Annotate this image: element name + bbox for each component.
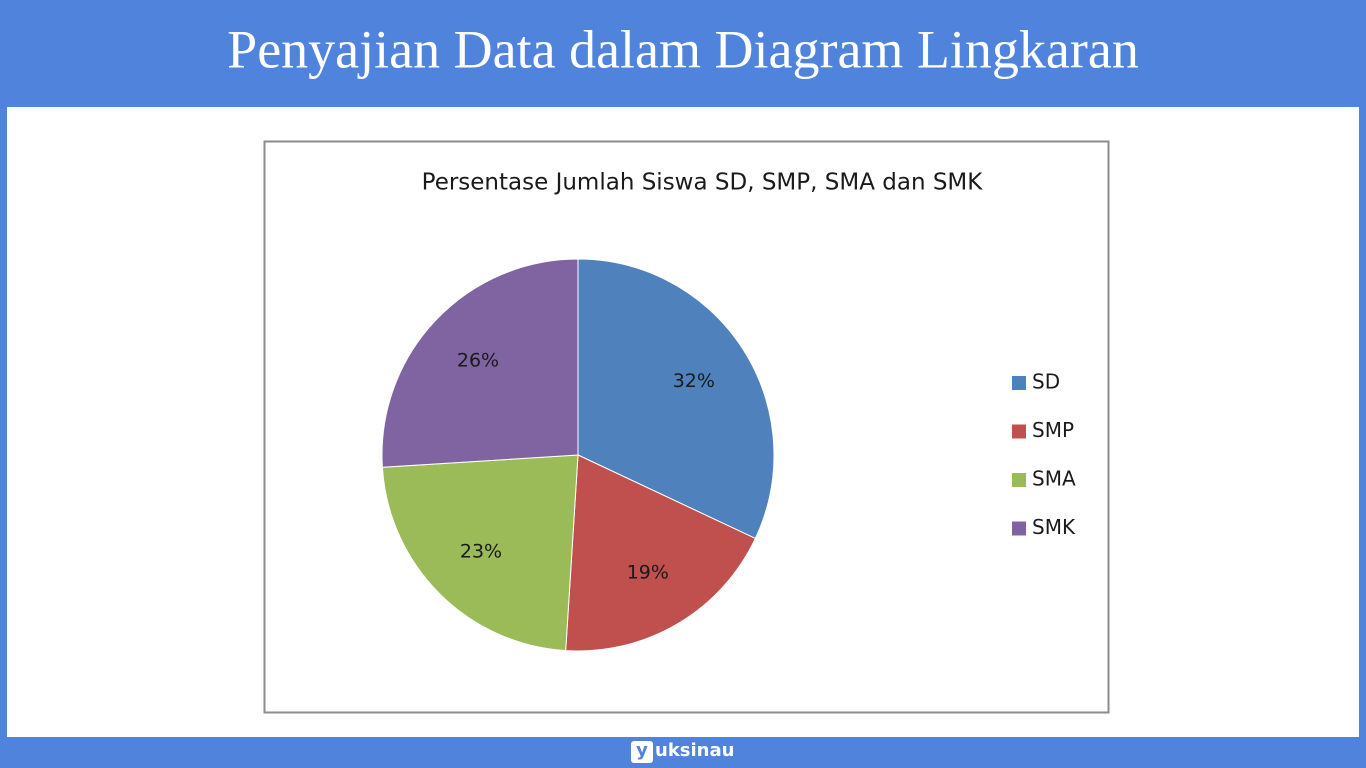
legend-swatch [1012, 424, 1026, 439]
legend-swatch [1012, 376, 1026, 390]
data-label: 26% [457, 350, 499, 372]
pie-slice [381, 454, 579, 652]
pie-slice [565, 454, 757, 652]
legend-swatch [1012, 473, 1026, 487]
data-label: 23% [460, 541, 502, 563]
logo-box [631, 741, 653, 763]
logo-text: uksinau [655, 740, 734, 761]
pie-slice [381, 258, 579, 468]
legend-label: SMP [1032, 418, 1074, 442]
logo-mark: y [636, 740, 648, 761]
legend-swatch [1012, 521, 1026, 536]
legend-label: SMA [1032, 467, 1076, 491]
pie-slice [577, 258, 775, 540]
slide-title: Penyajian Data dalam Diagram Lingkaran [227, 19, 1139, 79]
chart-title: Persentase Jumlah Siswa SD, SMP, SMA dan… [422, 170, 984, 196]
data-label: 32% [673, 370, 715, 392]
legend-label: SD [1032, 370, 1060, 394]
legend-label: SMK [1032, 515, 1076, 539]
data-label: 19% [627, 562, 669, 584]
